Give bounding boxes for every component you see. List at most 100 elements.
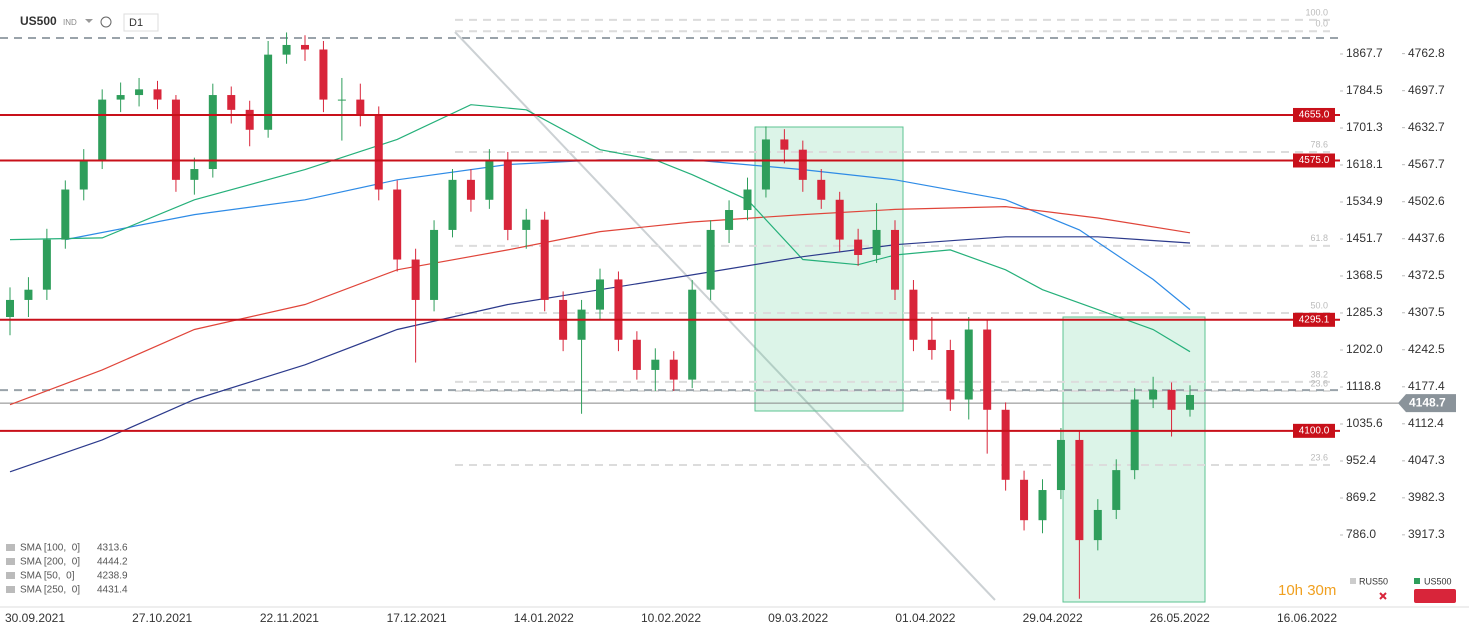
- candle-body: [983, 329, 992, 410]
- y2-tick-label: 4372.5: [1408, 268, 1445, 282]
- y-tick-label: 1118.8: [1346, 379, 1381, 393]
- level-label-box: [1293, 423, 1335, 438]
- candle-body: [651, 359, 660, 370]
- candle-body: [466, 179, 475, 200]
- y-tick-label: 952.4: [1346, 453, 1376, 467]
- candle-body: [1167, 389, 1176, 410]
- remove-button[interactable]: [1414, 589, 1456, 603]
- y-tick-label: 1784.5: [1346, 83, 1383, 97]
- price-tag-label: 4148.7: [1409, 395, 1446, 409]
- candle-body: [577, 309, 586, 340]
- candle-body: [540, 219, 549, 300]
- candle-body: [337, 99, 346, 101]
- candle-body: [282, 44, 291, 55]
- candle-body: [301, 44, 309, 50]
- y2-tick-label: 3982.3: [1408, 490, 1445, 504]
- trend-line: [454, 31, 996, 601]
- legend-icon: [6, 544, 15, 551]
- candle-body: [1001, 409, 1010, 480]
- x-tick-label: 26.05.2022: [1150, 611, 1210, 625]
- y2-tick-label: 4567.7: [1408, 157, 1445, 171]
- zone-box: [754, 126, 904, 412]
- candle-body: [116, 95, 125, 100]
- candle-body: [909, 289, 918, 340]
- candle-body: [485, 159, 494, 200]
- candle-body: [153, 89, 162, 100]
- candle-body: [798, 149, 807, 180]
- candle-body: [1186, 394, 1194, 410]
- main-symbol[interactable]: US500: [1424, 576, 1452, 586]
- x-tick-label: 30.09.2021: [5, 611, 65, 625]
- fib-label: 38.2: [1310, 369, 1328, 379]
- candle-body: [171, 99, 180, 180]
- countdown: 10h 30m: [1278, 582, 1336, 599]
- fib-label: 23.6: [1310, 378, 1328, 388]
- y-tick-label: 1451.7: [1346, 231, 1383, 245]
- fib-label: 50.0: [1310, 300, 1328, 310]
- legend-value: 4444.2: [97, 557, 128, 568]
- candle-body: [245, 109, 254, 130]
- candle-body: [743, 189, 752, 211]
- x-tick-label: 14.01.2022: [514, 611, 574, 625]
- candle-body: [780, 139, 789, 150]
- candle-body: [1093, 509, 1102, 541]
- symbol-kind: IND: [63, 18, 77, 27]
- candle-body: [688, 289, 697, 380]
- compare-symbol[interactable]: RUS50: [1359, 576, 1388, 586]
- y-tick-label: 1618.1: [1346, 157, 1383, 171]
- info-icon[interactable]: [100, 16, 112, 28]
- legend-name: SMA [50, 0]: [20, 571, 75, 582]
- candle-body: [503, 159, 512, 230]
- y2-tick-label: 4697.7: [1408, 83, 1445, 97]
- y2-tick-label: 4632.7: [1408, 120, 1445, 134]
- candle-body: [1112, 470, 1121, 510]
- candle-body: [835, 199, 844, 240]
- candle-body: [817, 179, 826, 200]
- candle-body: [964, 329, 973, 400]
- candle-body: [356, 99, 365, 115]
- y2-tick-label: 4502.6: [1408, 194, 1445, 208]
- interval-select[interactable]: [123, 13, 159, 32]
- candle-body: [946, 350, 955, 400]
- candle-body: [79, 159, 88, 190]
- candle-body: [1038, 490, 1047, 521]
- y-tick-label: 1867.7: [1346, 46, 1383, 60]
- symbol: US500: [20, 14, 57, 28]
- candle-body: [208, 95, 217, 170]
- y2-tick-label: 4177.4: [1408, 379, 1445, 393]
- candle-body: [891, 229, 899, 290]
- level-label-box: [1293, 312, 1335, 327]
- y-tick-label: 1285.3: [1346, 305, 1383, 319]
- dropdown-icon[interactable]: [85, 19, 93, 23]
- y-tick-label: 1035.6: [1346, 416, 1383, 430]
- x-tick-label: 22.11.2021: [260, 611, 319, 625]
- y-tick-label: 869.2: [1346, 490, 1376, 504]
- candle-body: [1149, 389, 1158, 400]
- level-label: 4575.0: [1299, 155, 1330, 166]
- candle-body: [24, 289, 33, 300]
- candle-body: [761, 139, 770, 190]
- legend-value: 4313.6: [97, 543, 128, 554]
- legend-icon: [6, 586, 15, 593]
- candle-body: [725, 210, 734, 230]
- candle-body: [872, 229, 881, 255]
- candle-body: [927, 339, 936, 351]
- legend-value: 4238.9: [97, 571, 128, 582]
- candle-body: [614, 279, 623, 340]
- legend-swatch: [1414, 578, 1420, 584]
- x-tick-label: 17.12.2021: [387, 611, 447, 625]
- fib-label: 61.8: [1310, 233, 1328, 243]
- level-label: 4100.0: [1299, 425, 1330, 436]
- candle-body: [98, 99, 107, 160]
- y-tick-label: 1534.9: [1346, 194, 1383, 208]
- candle-body: [854, 239, 863, 255]
- candle-body: [411, 259, 420, 300]
- close-icon[interactable]: [1379, 592, 1387, 600]
- candle-body: [6, 299, 14, 318]
- x-tick-label: 29.04.2022: [1023, 611, 1083, 625]
- candle-body: [448, 179, 457, 230]
- candle-body: [522, 219, 531, 230]
- legend-icon: [6, 558, 15, 565]
- fib-label: 78.6: [1310, 139, 1328, 149]
- y-tick-label: 1202.0: [1346, 342, 1383, 356]
